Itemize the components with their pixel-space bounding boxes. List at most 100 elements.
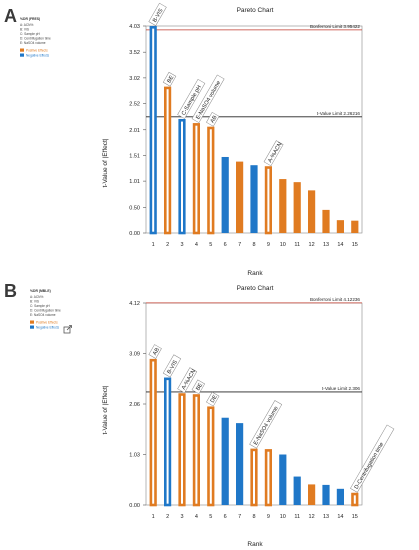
legend-swatch-negative	[20, 53, 24, 57]
legend-swatch-negative	[30, 325, 34, 329]
bar-label-box	[263, 140, 284, 167]
bar-label-box	[191, 74, 225, 124]
bar-label: DE	[206, 391, 220, 407]
bar	[264, 449, 273, 507]
popout-icon[interactable]	[63, 325, 72, 334]
x-tick-label: 4	[195, 242, 198, 248]
x-tick-label: 7	[238, 514, 241, 520]
bonferroni-limit-label: Bonferroni Limit 4.12236	[310, 297, 360, 302]
legend-factor: D: Centrifugation time	[20, 37, 51, 41]
x-tick-label: 10	[280, 514, 286, 520]
bar-label-box	[162, 354, 182, 378]
bar	[264, 166, 273, 235]
bar-label: BE	[162, 71, 177, 87]
x-tick-label: 10	[280, 242, 286, 248]
x-tick-label: 13	[323, 514, 329, 520]
chart-title: Pareto Chart	[237, 285, 274, 292]
bar	[250, 448, 258, 507]
bar-label: B-VIS	[162, 354, 182, 378]
bar-label-text: D-Centrifugation time	[354, 442, 386, 491]
bar-label-text: AB	[210, 115, 219, 125]
bar-label-text: B-VIS	[152, 8, 165, 24]
bar-label-box	[148, 344, 162, 359]
y-tick-label: 0.00	[129, 503, 140, 509]
bar	[308, 484, 316, 505]
y-axis-label: t-Value of |Effect|	[102, 385, 109, 434]
y-tick-label: 0.00	[129, 231, 140, 237]
x-tick-label: 6	[224, 514, 227, 520]
t-value-limit-label: t-Value Limit 2.306	[322, 386, 360, 391]
x-tick-label: 3	[180, 514, 183, 520]
bar	[207, 406, 215, 507]
bar-label-box	[162, 71, 177, 87]
bar-label: AB	[148, 344, 162, 359]
bar	[149, 358, 157, 507]
x-tick-label: 8	[252, 242, 255, 248]
legend-swatch-positive	[30, 320, 34, 324]
x-tick-label: 5	[209, 514, 212, 520]
bar	[322, 209, 330, 233]
bar	[279, 454, 287, 505]
bar-label-box	[177, 367, 198, 394]
y-tick-label: 2.01	[129, 128, 140, 134]
legend-header: %DR (MBLE)	[30, 289, 51, 293]
bar-label-text: B-VIS	[166, 359, 179, 375]
bar	[293, 182, 301, 233]
bar-label: D-Centrifugation time	[350, 424, 395, 493]
legend-factor: E: NaSO4 volume	[20, 41, 46, 45]
legend-factor: E: NaSO4 volume	[30, 313, 56, 317]
x-tick-label: 14	[337, 242, 343, 248]
legend-entry-negative: Negative Effects	[36, 325, 60, 329]
bar	[236, 161, 244, 233]
x-tick-label: 15	[352, 242, 358, 248]
bar-label-box	[249, 400, 283, 449]
bonferroni-limit-label: Bonferroni Limit 3.95422	[310, 24, 360, 29]
bar	[221, 156, 229, 233]
legend-factor: B: VIS	[20, 28, 29, 32]
bar-label-box	[206, 391, 220, 407]
legend-entry-negative: Negative Effects	[26, 53, 50, 57]
bar	[236, 423, 244, 505]
legend-factor: C: Sample pH	[30, 304, 51, 308]
x-tick-label: 12	[309, 242, 315, 248]
legend-entry-positive: Positive Effects	[36, 320, 58, 324]
y-tick-label: 1.01	[129, 179, 140, 185]
x-tick-label: 12	[309, 514, 315, 520]
legend-b: %DR (MBLE) A: ACN% B: VIS C: Sample pH D…	[30, 289, 72, 334]
bar	[351, 492, 359, 507]
bar	[207, 126, 215, 235]
legend-factor: C: Sample pH	[20, 32, 41, 36]
bar	[279, 179, 287, 233]
bar-label: A-%ACN	[263, 140, 284, 167]
x-tick-label: 7	[238, 242, 241, 248]
bar	[336, 488, 344, 505]
bar	[322, 484, 330, 505]
chart-title: Pareto Chart	[237, 7, 274, 14]
y-tick-label: 0.50	[129, 205, 140, 211]
x-tick-label: 14	[337, 514, 343, 520]
legend-factor: A: ACN%	[20, 23, 33, 27]
bar-label-text: DE	[210, 394, 219, 404]
legend-a: %DR (FRES) A: ACN% B: VIS C: Sample pH D…	[20, 17, 51, 57]
bar	[336, 220, 344, 233]
y-tick-label: 4.12	[129, 301, 140, 307]
y-tick-label: 1.03	[129, 453, 140, 459]
x-tick-label: 1	[152, 514, 155, 520]
y-tick-label: 3.09	[129, 352, 140, 358]
legend-factor: A: ACN%	[30, 295, 43, 299]
bar	[192, 394, 201, 507]
panel-letter-b: B	[4, 281, 17, 301]
x-tick-label: 11	[294, 242, 300, 248]
chart-area-b: 0.001.032.063.094.121 2 3 4 5 6 7 8 9 10 11 12 13 14 1…	[129, 297, 395, 520]
bar-label-box	[350, 424, 395, 493]
bar	[250, 165, 258, 233]
legend-header: %DR (FRES)	[20, 17, 40, 21]
x-tick-label: 3	[180, 242, 183, 248]
bar-label-text: BE	[166, 75, 175, 85]
chart-area-a: 0.000.501.011.512.012.523.023.524.031 2 3 4…	[129, 2, 363, 248]
y-tick-label: 2.52	[129, 102, 140, 108]
bar	[164, 377, 172, 507]
panel-b: B %DR (MBLE) A: ACN% B: VIS C: Sample pH…	[4, 281, 395, 548]
x-tick-label: 1	[152, 242, 155, 248]
